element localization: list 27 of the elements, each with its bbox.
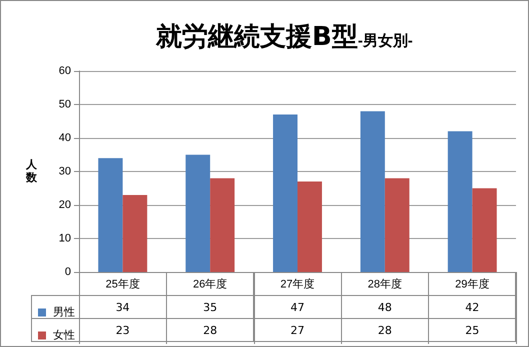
y-tick-label: 50 — [58, 98, 71, 110]
y-axis-title: 人数 — [25, 159, 38, 184]
data-label: 47 — [254, 296, 342, 318]
x-tick-label: 25年度 — [106, 278, 140, 290]
data-label: 48 — [341, 296, 429, 318]
y-tick-label: 60 — [58, 65, 71, 77]
x-tick-label: 26年度 — [192, 278, 228, 290]
data-label: 27 — [254, 318, 342, 342]
y-tick-label: 10 — [58, 232, 71, 244]
x-tick-label: 29年度 — [455, 278, 490, 290]
data-label: 23 — [79, 318, 166, 342]
legend-label: 女性 — [53, 330, 75, 342]
data-label: 25 — [428, 318, 516, 342]
chart-subtitle: -男女別- — [358, 32, 413, 50]
data-label: 28 — [341, 318, 429, 342]
x-tick-label: 28年度 — [368, 278, 402, 290]
data-label: 34 — [79, 296, 166, 318]
chart-title: 就労継続支援B型 — [155, 22, 358, 52]
y-tick-label: 40 — [58, 132, 71, 144]
x-tick-label: 27年度 — [280, 278, 315, 290]
data-label: 35 — [166, 296, 254, 318]
data-label: 28 — [166, 318, 254, 342]
y-tick-label: 0 — [64, 266, 71, 278]
legend-label: 男性 — [53, 306, 75, 318]
y-tick-label: 20 — [58, 199, 71, 211]
y-tick-label: 30 — [58, 166, 71, 178]
data-label: 42 — [428, 296, 516, 318]
